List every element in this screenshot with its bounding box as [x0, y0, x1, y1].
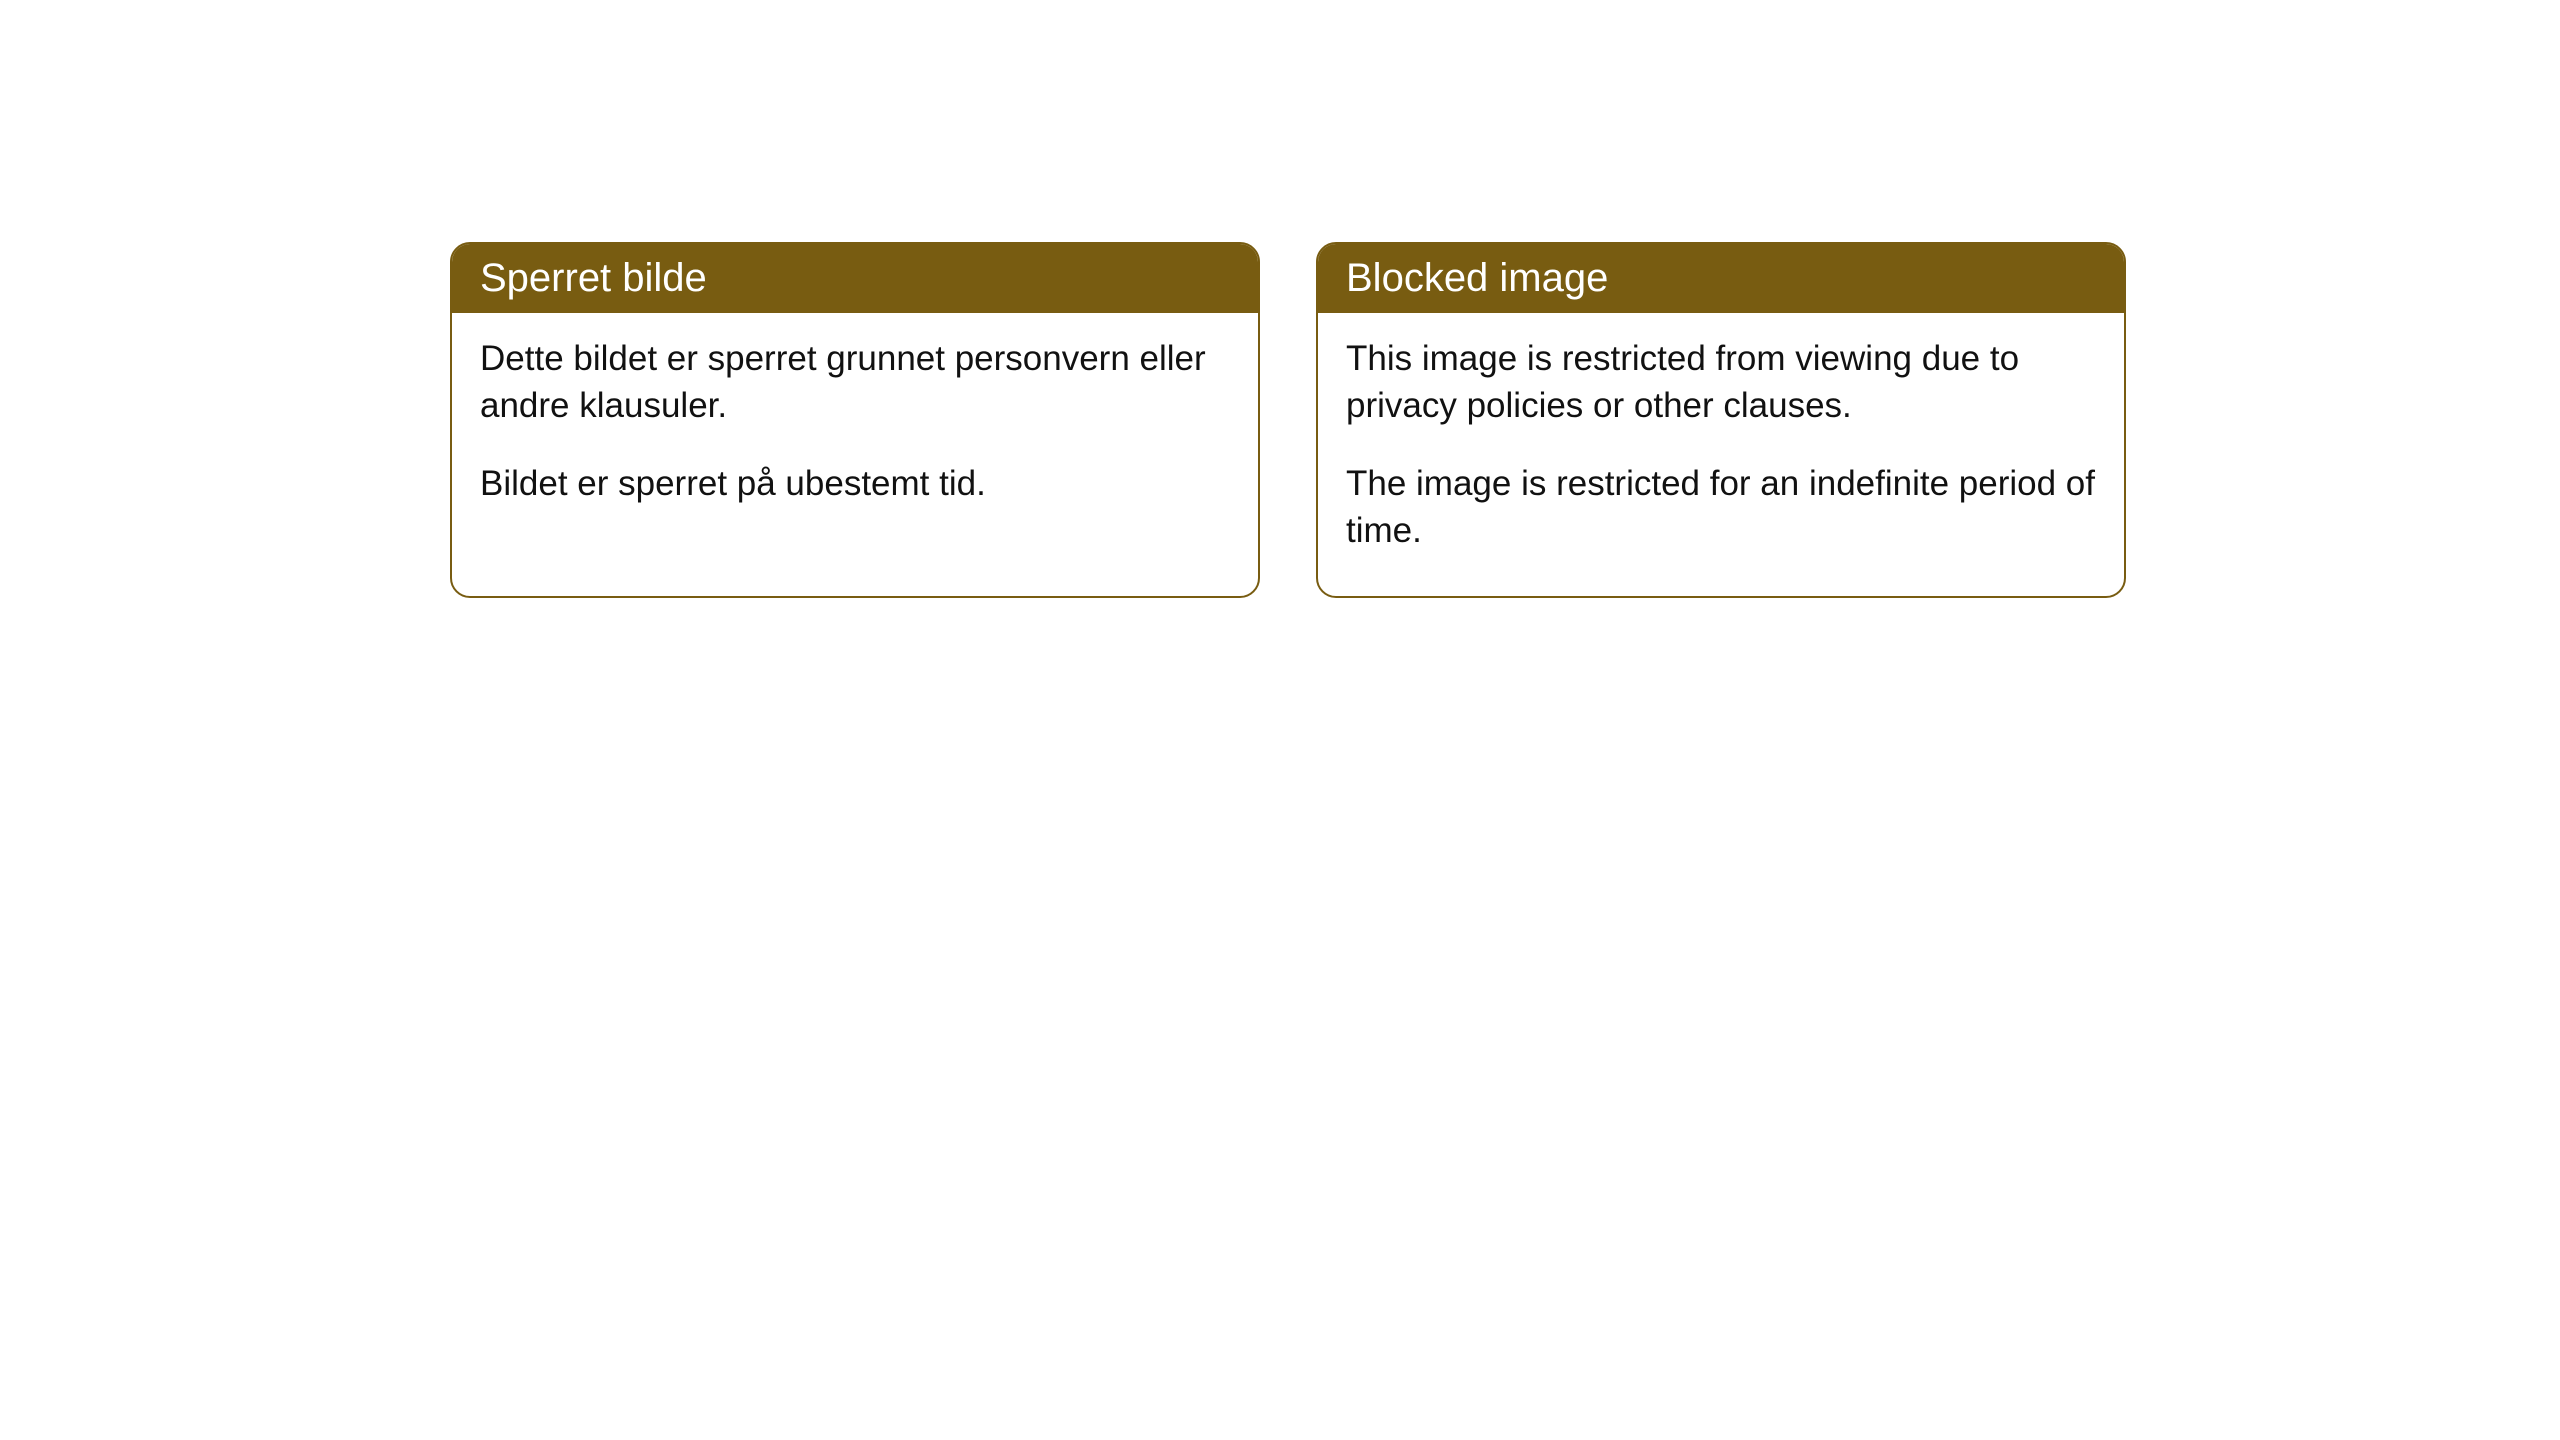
card-title: Blocked image	[1346, 256, 1608, 300]
card-header: Sperret bilde	[452, 244, 1258, 313]
notice-cards-container: Sperret bilde Dette bildet er sperret gr…	[450, 242, 2126, 598]
card-body: This image is restricted from viewing du…	[1318, 313, 2124, 596]
card-paragraph: This image is restricted from viewing du…	[1346, 335, 2096, 430]
card-paragraph: Dette bildet er sperret grunnet personve…	[480, 335, 1230, 430]
card-paragraph: Bildet er sperret på ubestemt tid.	[480, 460, 1230, 507]
card-paragraph: The image is restricted for an indefinit…	[1346, 460, 2096, 555]
blocked-image-card-no: Sperret bilde Dette bildet er sperret gr…	[450, 242, 1260, 598]
blocked-image-card-en: Blocked image This image is restricted f…	[1316, 242, 2126, 598]
card-title: Sperret bilde	[480, 256, 707, 300]
card-header: Blocked image	[1318, 244, 2124, 313]
card-body: Dette bildet er sperret grunnet personve…	[452, 313, 1258, 549]
